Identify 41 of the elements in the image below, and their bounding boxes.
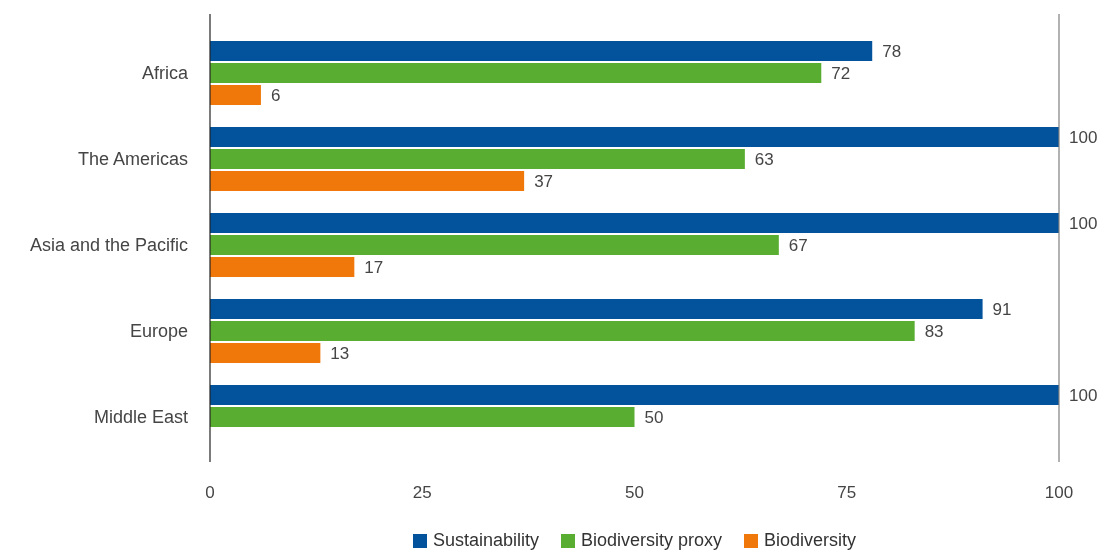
data-label: 91 — [992, 300, 1012, 320]
data-label: 72 — [831, 64, 851, 84]
x-tick-label: 50 — [625, 483, 644, 503]
legend-label: Sustainability — [432, 530, 539, 551]
bar — [210, 41, 873, 61]
bar — [210, 407, 635, 427]
legend-label: Biodiversity proxy — [580, 530, 723, 551]
bar — [210, 149, 745, 169]
y-tick-label: Europe — [129, 321, 188, 342]
x-tick-label: 75 — [837, 483, 857, 503]
data-label: 37 — [534, 172, 554, 192]
data-label: 100 — [1069, 214, 1098, 234]
bar — [210, 343, 321, 363]
y-tick-label: Middle East — [93, 407, 188, 428]
x-tick-label: 0 — [205, 483, 215, 503]
data-label: 6 — [270, 86, 281, 106]
x-tick-label: 25 — [412, 483, 432, 503]
bar — [210, 257, 355, 277]
x-tick-label: 100 — [1044, 483, 1074, 503]
data-label: 100 — [1069, 128, 1098, 148]
bar — [210, 235, 779, 255]
bar — [210, 213, 1059, 233]
bar — [210, 63, 822, 83]
data-label: 50 — [644, 408, 664, 428]
data-label: 13 — [330, 344, 350, 364]
y-tick-label: Africa — [141, 63, 189, 84]
bar — [210, 171, 525, 191]
bar — [210, 85, 261, 105]
bar — [210, 385, 1059, 405]
data-label: 83 — [924, 322, 944, 342]
bar — [210, 321, 915, 341]
data-label: 78 — [882, 42, 902, 62]
data-label: 67 — [788, 236, 808, 256]
bar — [210, 127, 1059, 147]
data-label: 63 — [754, 150, 774, 170]
y-tick-label: Asia and the Pacific — [29, 235, 188, 256]
data-label: 100 — [1069, 386, 1098, 406]
legend-label: Biodiversity — [764, 530, 857, 551]
bar — [210, 299, 983, 319]
data-label: 17 — [364, 258, 384, 278]
y-tick-label: The Americas — [77, 149, 188, 170]
